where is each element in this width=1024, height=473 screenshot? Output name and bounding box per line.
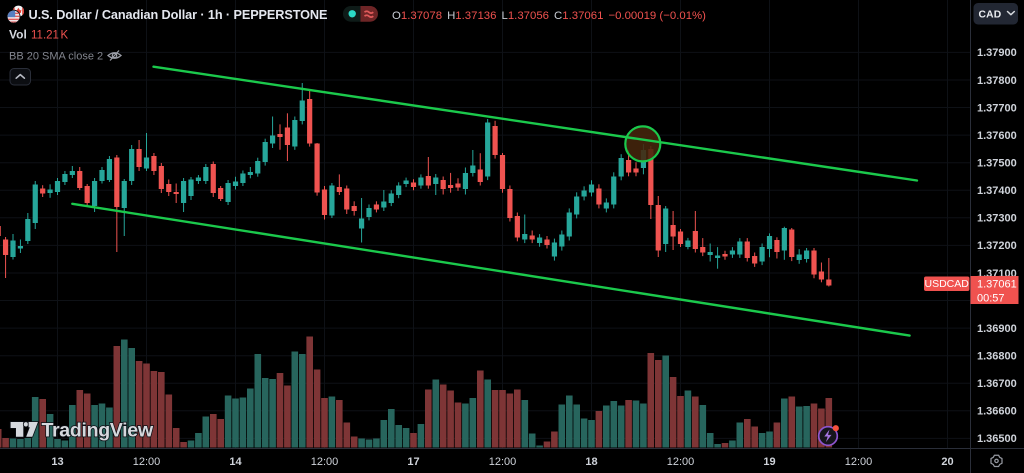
svg-text:17: 17 [407,456,419,468]
svg-text:1.36900: 1.36900 [977,323,1017,335]
svg-text:18: 18 [585,456,597,468]
svg-text:19: 19 [763,456,775,468]
svg-text:12:00: 12:00 [845,456,873,468]
svg-text:1.37900: 1.37900 [977,47,1017,59]
svg-text:1.37200: 1.37200 [977,240,1017,252]
svg-text:TradingView: TradingView [42,420,154,442]
svg-text:14: 14 [229,456,242,468]
svg-text:1.37300: 1.37300 [977,213,1017,225]
svg-text:USDCAD: USDCAD [925,278,970,290]
svg-text:13: 13 [51,456,63,468]
svg-text:1.36800: 1.36800 [977,351,1017,363]
svg-text:1.36700: 1.36700 [977,378,1017,390]
svg-text:1.36500: 1.36500 [977,433,1017,445]
svg-text:Vol: Vol [9,28,27,42]
svg-text:1.37061: 1.37061 [977,279,1017,291]
svg-text:1.37800: 1.37800 [977,75,1017,87]
svg-text:12:00: 12:00 [133,456,161,468]
svg-text:U.S. Dollar / Canadian Dollar: U.S. Dollar / Canadian Dollar · 1h · PEP… [29,8,328,22]
svg-text:11.21K: 11.21 K [31,30,68,42]
svg-text:00:57: 00:57 [977,293,1005,305]
svg-text:CAD: CAD [979,10,1002,21]
svg-text:1.37500: 1.37500 [977,158,1017,170]
svg-text:1.37700: 1.37700 [977,102,1017,114]
svg-text:1.37600: 1.37600 [977,130,1017,142]
svg-text:12:00: 12:00 [489,456,517,468]
svg-text:1.36600: 1.36600 [977,406,1017,418]
svg-text:BB 20 SMA close 2: BB 20 SMA close 2 [9,51,103,63]
svg-text:20: 20 [941,456,953,468]
svg-text:12:00: 12:00 [311,456,339,468]
svg-text:1.37400: 1.37400 [977,185,1017,197]
svg-text:12:00: 12:00 [667,456,695,468]
